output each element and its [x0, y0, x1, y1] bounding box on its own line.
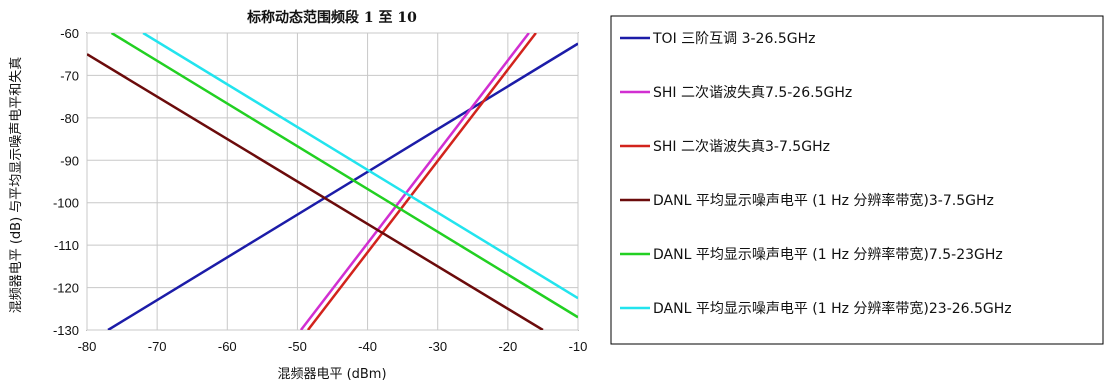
plot-area [86, 32, 579, 331]
y-tick-label: -130 [53, 323, 79, 338]
legend-label-5: DANL 平均显示噪声电平 (1 Hz 分辨率带宽)7.5-23GHz [653, 246, 1003, 263]
x-tick-label: -50 [288, 339, 307, 354]
y-tick-label: -80 [60, 111, 79, 126]
x-tick-label: -60 [218, 339, 237, 354]
y-tick-label: -120 [53, 281, 79, 296]
y-axis-label: 混频器电平 (dB) 与平均显示噪声电平和失真 [9, 57, 24, 314]
legend: TOI 三阶互调 3-26.5GHz SHI 二次谐波失真7.5-26.5GHz S… [620, 31, 1012, 317]
legend-label-3: SHI 二次谐波失真3-7.5GHz [653, 139, 830, 155]
chart-title: 标称动态范围频段 1 至 10 [246, 9, 417, 26]
legend-box [610, 15, 1104, 345]
x-tick-label: -30 [428, 339, 447, 354]
legend-label-1: TOI 三阶互调 3-26.5GHz [652, 31, 815, 47]
legend-label-6: DANL 平均显示噪声电平 (1 Hz 分辨率带宽)23-26.5GHz [653, 300, 1012, 317]
series-lines [87, 33, 578, 330]
y-tick-label: -70 [60, 68, 79, 83]
legend-label-4: DANL 平均显示噪声电平 (1 Hz 分辨率带宽)3-7.5GHz [653, 192, 994, 209]
x-tick-label: -10 [569, 339, 588, 354]
series-line-5 [110, 33, 578, 319]
y-tick-label: -60 [60, 26, 79, 41]
series-line-3 [306, 33, 537, 330]
y-tick-label: -100 [53, 196, 79, 211]
tick-labels: -80 -70 -60 -50 -40 -30 -20 -10 -60 -70 -80 -90 -100… [53, 26, 587, 354]
x-tick-label: -80 [78, 339, 97, 354]
x-axis-label: 混频器电平 (dBm) [277, 367, 386, 382]
y-tick-label: -90 [60, 153, 79, 168]
legend-label-2: SHI 二次谐波失真7.5-26.5GHz [653, 85, 852, 101]
series-line-4 [87, 53, 544, 330]
series-line-6 [142, 33, 578, 300]
x-tick-label: -70 [148, 339, 167, 354]
y-tick-label: -110 [54, 238, 79, 253]
x-tick-label: -20 [498, 339, 517, 354]
x-tick-label: -40 [358, 339, 377, 354]
series-line-2 [299, 33, 530, 330]
series-line-1 [107, 42, 578, 330]
